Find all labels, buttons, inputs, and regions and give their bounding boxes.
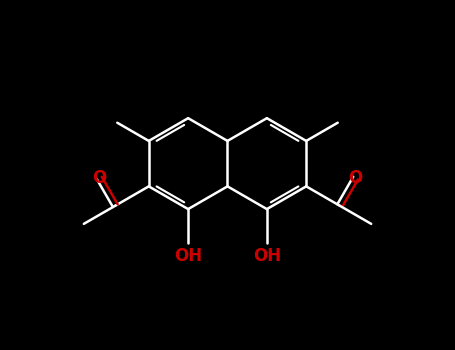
Text: O: O bbox=[349, 169, 363, 187]
Text: OH: OH bbox=[253, 247, 281, 265]
Text: OH: OH bbox=[174, 247, 202, 265]
Text: O: O bbox=[92, 169, 106, 187]
